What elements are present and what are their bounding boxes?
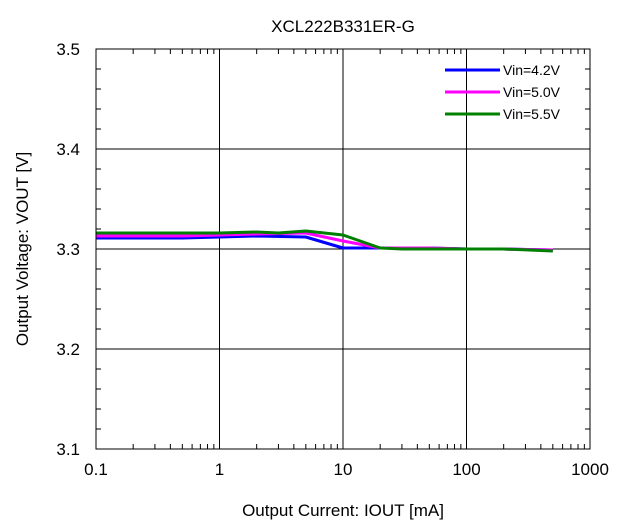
legend-label: Vin=5.5V: [503, 106, 561, 122]
y-tick-label: 3.3: [56, 240, 80, 259]
y-axis-label: Output Voltage: VOUT [V]: [13, 152, 32, 346]
x-tick-label: 0.1: [84, 460, 108, 479]
chart-title: XCL222B331ER-G: [271, 17, 415, 36]
y-tick-label: 3.4: [56, 140, 80, 159]
x-tick-labels: 0.1 1 10 100 1000: [84, 460, 609, 479]
plot-frame: [95, 48, 591, 450]
y-tick-label: 3.5: [56, 40, 80, 59]
legend: Vin=4.2V Vin=5.0V Vin=5.5V: [445, 62, 561, 122]
y-tick-labels: 3.1 3.2 3.3 3.4 3.5: [56, 40, 80, 459]
x-axis-label: Output Current: IOUT [mA]: [242, 501, 444, 520]
series-lines: [96, 229, 553, 253]
minor-ticks: [96, 48, 590, 450]
y-tick-label: 3.2: [56, 340, 80, 359]
x-tick-label: 1: [215, 460, 224, 479]
x-tick-label: 1000: [571, 460, 609, 479]
legend-label: Vin=5.0V: [503, 84, 561, 100]
legend-label: Vin=4.2V: [503, 62, 561, 78]
x-tick-label: 100: [452, 460, 480, 479]
series-line-3: [96, 229, 553, 253]
x-tick-label: 10: [334, 460, 353, 479]
y-tick-label: 3.1: [56, 440, 80, 459]
